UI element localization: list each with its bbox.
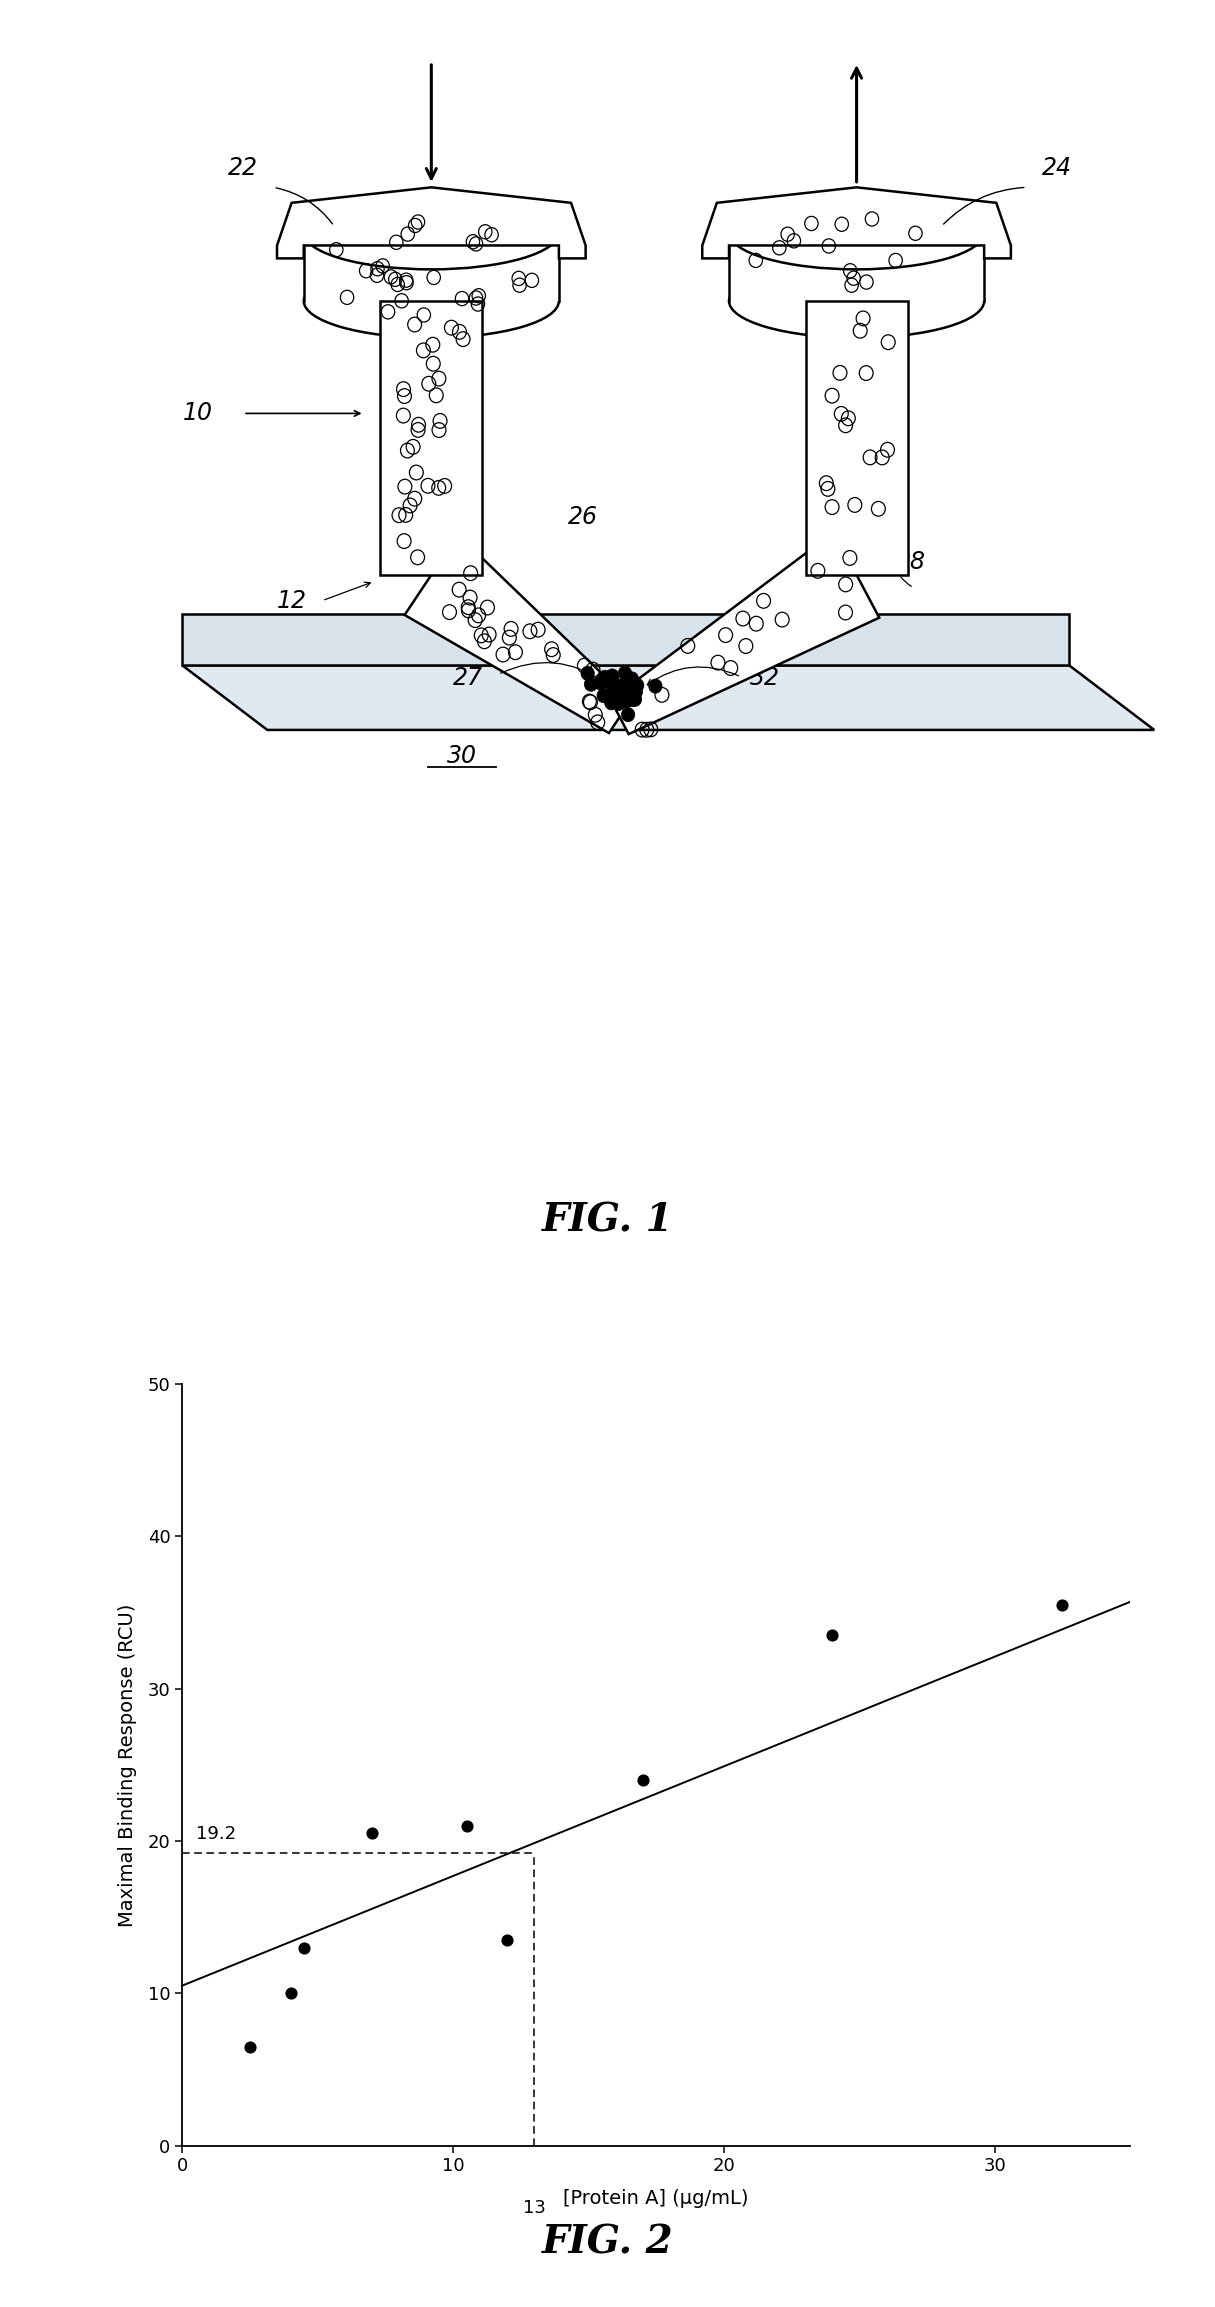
Circle shape [649, 678, 662, 692]
Point [294, 1929, 313, 1966]
Text: FIG. 1: FIG. 1 [542, 1202, 673, 1239]
Text: 10: 10 [182, 401, 213, 424]
Circle shape [598, 671, 611, 685]
Text: 19.2: 19.2 [196, 1825, 236, 1843]
Circle shape [605, 669, 618, 683]
Circle shape [618, 667, 632, 681]
Polygon shape [729, 233, 984, 300]
Circle shape [626, 685, 639, 701]
Polygon shape [405, 535, 631, 734]
Point [281, 1975, 300, 2012]
Circle shape [626, 692, 639, 706]
Text: 32: 32 [751, 667, 780, 690]
Circle shape [614, 694, 627, 708]
X-axis label: [Protein A] (μg/mL): [Protein A] (μg/mL) [564, 2189, 748, 2208]
Circle shape [606, 678, 620, 692]
Circle shape [614, 678, 627, 694]
Ellipse shape [304, 265, 559, 337]
Circle shape [608, 683, 621, 697]
Text: 30: 30 [447, 743, 476, 768]
Polygon shape [182, 614, 1069, 664]
Point [241, 2028, 260, 2065]
Circle shape [615, 694, 628, 708]
Text: 28: 28 [897, 549, 926, 574]
Point [633, 1763, 652, 1799]
Circle shape [599, 671, 612, 687]
Y-axis label: Maximal Binding Response (RCU): Maximal Binding Response (RCU) [118, 1603, 136, 1926]
Circle shape [594, 676, 608, 690]
Circle shape [584, 676, 598, 692]
Polygon shape [304, 233, 559, 300]
Circle shape [620, 694, 633, 708]
Ellipse shape [304, 196, 559, 270]
Circle shape [605, 697, 618, 711]
Polygon shape [806, 300, 908, 574]
Text: 27: 27 [453, 667, 482, 690]
Polygon shape [702, 187, 1011, 258]
Point [1052, 1587, 1072, 1624]
Text: 22: 22 [228, 157, 258, 180]
Text: 26: 26 [569, 505, 598, 528]
Text: FIG. 2: FIG. 2 [542, 2224, 673, 2261]
Circle shape [612, 697, 626, 711]
Point [362, 1816, 382, 1853]
Point [457, 1806, 476, 1843]
Text: 13: 13 [522, 2199, 546, 2217]
Text: 24: 24 [1042, 157, 1072, 180]
Circle shape [629, 685, 643, 699]
Polygon shape [380, 300, 482, 574]
Polygon shape [182, 664, 1154, 729]
Circle shape [616, 690, 629, 704]
Polygon shape [277, 187, 586, 258]
Ellipse shape [729, 265, 984, 337]
Point [497, 1922, 516, 1959]
Circle shape [631, 678, 644, 692]
Circle shape [627, 678, 640, 692]
Circle shape [621, 708, 634, 722]
Circle shape [581, 667, 594, 681]
Circle shape [597, 687, 610, 704]
Text: 12: 12 [277, 588, 306, 614]
Circle shape [626, 671, 639, 685]
Circle shape [618, 676, 632, 690]
Ellipse shape [729, 196, 984, 270]
Circle shape [628, 692, 642, 706]
Point [823, 1617, 842, 1654]
Polygon shape [611, 533, 880, 734]
Circle shape [622, 678, 635, 694]
